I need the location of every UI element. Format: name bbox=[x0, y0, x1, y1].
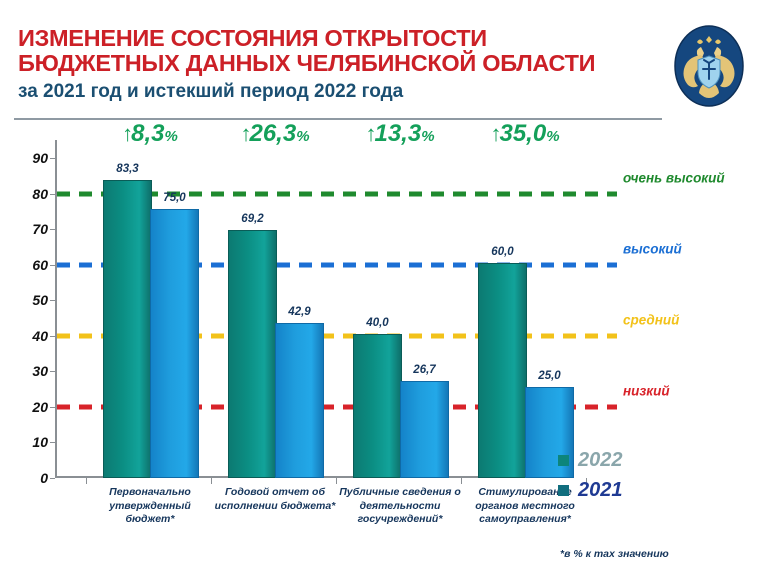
y-axis-tick-label: 10 bbox=[32, 434, 48, 451]
y-axis-tick-mark bbox=[50, 442, 55, 444]
page-title-line-2: БЮДЖЕТНЫХ ДАННЫХ ЧЕЛЯБИНСКОЙ ОБЛАСТИ bbox=[18, 50, 596, 76]
x-axis-tick-mark bbox=[86, 478, 87, 484]
bar-group: 40,0 26,7 ↑13,3% bbox=[353, 122, 449, 478]
y-axis-tick-label: 90 bbox=[32, 150, 48, 166]
growth-arrow-icon: ↑ bbox=[490, 121, 501, 146]
bar-2021[interactable]: 42,9 bbox=[275, 306, 324, 478]
threshold-line bbox=[57, 191, 617, 197]
bar-group: 83,3 75,0 ↑8,3% bbox=[103, 122, 199, 478]
legend-label: 2021 bbox=[578, 478, 623, 501]
bar-value-label: 40,0 bbox=[366, 316, 389, 329]
growth-value: 35,0 bbox=[499, 120, 547, 147]
growth-annotation: ↑8,3% bbox=[122, 122, 178, 160]
growth-unit: % bbox=[546, 128, 560, 145]
y-axis-tick-mark bbox=[50, 193, 55, 195]
page-title-line-1: ИЗМЕНЕНИЕ СОСТОЯНИЯ ОТКРЫТОСТИ bbox=[18, 25, 487, 51]
threshold-label: средний bbox=[623, 312, 680, 328]
y-axis-tick-label: 70 bbox=[32, 221, 48, 238]
threshold-label: очень высокий bbox=[623, 170, 725, 186]
threshold-line bbox=[57, 333, 617, 339]
page-subtitle: за 2021 год и истекший период 2022 года bbox=[18, 81, 404, 102]
bar-group: 60,0 25,0 ↑35,0% bbox=[478, 122, 574, 478]
x-axis-tick-mark bbox=[336, 478, 337, 484]
x-axis-tick-mark bbox=[586, 478, 587, 484]
y-axis-tick-label: 0 bbox=[40, 470, 48, 486]
bar-2021[interactable]: 26,7 bbox=[400, 364, 449, 478]
growth-unit: % bbox=[296, 128, 310, 145]
growth-unit: % bbox=[421, 128, 435, 145]
legend-label: 2022 bbox=[578, 448, 623, 471]
footnote: *в % к max значению bbox=[560, 548, 669, 560]
threshold-line bbox=[57, 404, 617, 410]
russia-treasury-emblem-icon bbox=[674, 25, 744, 107]
bar-value-label: 42,9 bbox=[288, 306, 311, 319]
y-axis-tick-mark bbox=[50, 158, 55, 159]
bar-value-label: 69,2 bbox=[241, 212, 264, 225]
y-axis-tick-mark bbox=[50, 300, 55, 302]
category-label: Стимулирование органов местного самоупра… bbox=[475, 486, 575, 525]
y-axis-tick-mark bbox=[50, 335, 55, 337]
growth-value: 26,3 bbox=[249, 120, 297, 147]
y-axis-tick-mark bbox=[50, 264, 55, 266]
bar-value-label: 26,7 bbox=[413, 364, 436, 377]
legend-swatch bbox=[558, 454, 569, 466]
chart-container: 90 80 70 60 50 40 30 20 10 0 очень высокий высокий… bbox=[0, 120, 770, 575]
legend-item-2022[interactable]: 2022 bbox=[558, 445, 623, 475]
bar-value-label: 25,0 bbox=[538, 370, 561, 383]
growth-annotation: ↑26,3% bbox=[240, 122, 309, 210]
y-axis-tick-label: 20 bbox=[32, 398, 48, 415]
bar-2021[interactable]: 75,0 bbox=[150, 192, 199, 478]
bar-value-label: 60,0 bbox=[491, 245, 514, 258]
bar-value-label: 75,0 bbox=[163, 192, 186, 205]
category-label: Годовой отчет об исполнении бюджета* bbox=[214, 486, 336, 512]
bar-2022[interactable]: 40,0 bbox=[353, 317, 402, 478]
y-axis-line bbox=[55, 140, 57, 478]
threshold-line bbox=[57, 262, 617, 268]
title-block: ИЗМЕНЕНИЕ СОСТОЯНИЯ ОТКРЫТОСТИ БЮДЖЕТНЫХ… bbox=[18, 26, 658, 104]
y-axis-tick-mark bbox=[50, 371, 55, 373]
header-divider bbox=[14, 118, 662, 120]
category-label: Публичные сведения о деятельности госучр… bbox=[339, 486, 461, 525]
growth-annotation: ↑13,3% bbox=[365, 122, 434, 314]
growth-arrow-icon: ↑ bbox=[122, 121, 133, 146]
growth-annotation: ↑35,0% bbox=[490, 122, 559, 243]
page-header: ИЗМЕНЕНИЕ СОСТОЯНИЯ ОТКРЫТОСТИ БЮДЖЕТНЫХ… bbox=[0, 0, 770, 120]
category-label: Первоначально утвержденный бюджет* bbox=[109, 486, 191, 525]
y-axis-tick-label: 30 bbox=[32, 363, 48, 380]
y-axis-tick-mark bbox=[50, 229, 55, 231]
bar-group: 69,2 42,9 ↑26,3% bbox=[228, 122, 324, 478]
threshold-label: высокий bbox=[623, 241, 682, 257]
growth-value: 13,3 bbox=[374, 120, 422, 147]
growth-value: 8,3 bbox=[131, 120, 165, 147]
threshold-label: низкий bbox=[623, 383, 670, 399]
y-axis-tick-label: 60 bbox=[32, 256, 48, 273]
bar-2022[interactable]: 69,2 bbox=[228, 213, 277, 478]
growth-arrow-icon: ↑ bbox=[365, 121, 376, 146]
x-axis-tick-mark bbox=[211, 478, 212, 484]
legend-item-2021[interactable]: 2021 bbox=[558, 475, 623, 505]
y-axis-tick-mark bbox=[50, 478, 55, 479]
legend-swatch bbox=[558, 484, 569, 496]
y-axis-tick-label: 40 bbox=[32, 327, 48, 344]
y-axis-tick-label: 80 bbox=[32, 185, 48, 202]
bar-value-label: 83,3 bbox=[116, 162, 139, 175]
growth-arrow-icon: ↑ bbox=[240, 121, 251, 146]
bar-2022[interactable]: 83,3 bbox=[103, 163, 152, 478]
y-axis-tick-mark bbox=[50, 406, 55, 408]
plot-area: 90 80 70 60 50 40 30 20 10 0 очень высокий высокий… bbox=[32, 122, 724, 487]
growth-unit: % bbox=[164, 128, 178, 145]
bar-2022[interactable]: 60,0 bbox=[478, 246, 527, 478]
y-axis-tick-label: 50 bbox=[32, 292, 48, 309]
x-axis-tick-mark bbox=[461, 478, 462, 484]
chart-legend: 2022 2021 bbox=[558, 445, 623, 505]
